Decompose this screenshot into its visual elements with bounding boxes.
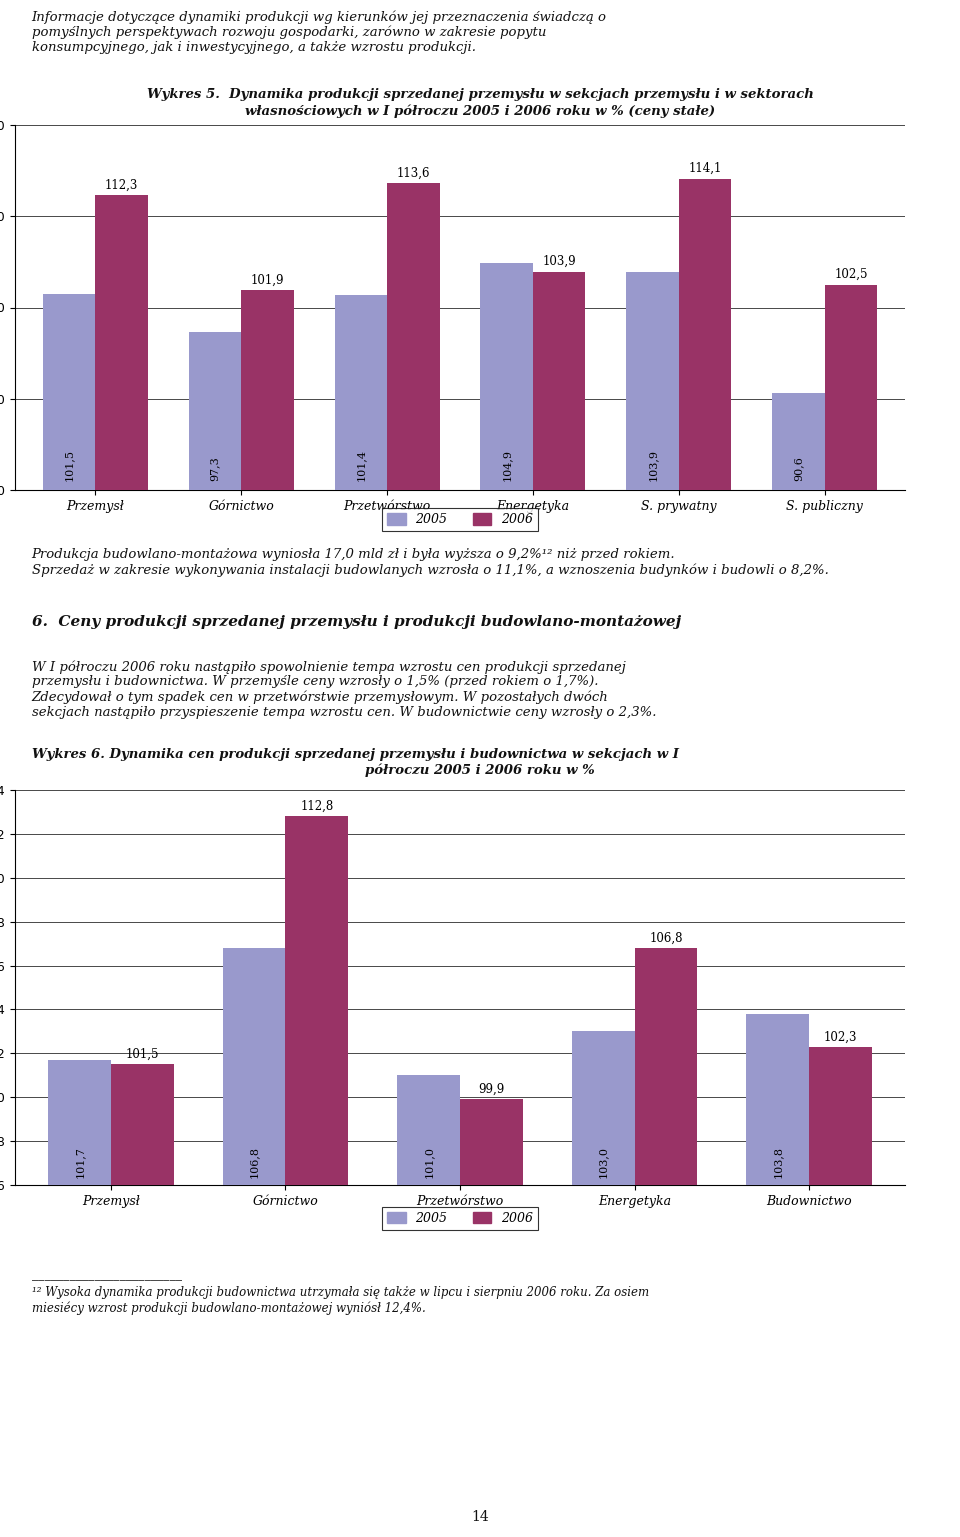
Bar <box>334 295 387 1220</box>
Text: 6.  Ceny produkcji sprzedanej przemysłu i produkcji budowlano-montażowej: 6. Ceny produkcji sprzedanej przemysłu i… <box>32 615 681 629</box>
Bar <box>460 1099 523 1537</box>
Text: 101,7: 101,7 <box>75 1147 84 1179</box>
Bar <box>285 816 348 1537</box>
Bar <box>825 284 877 1220</box>
Text: ________________________: ________________________ <box>32 1268 181 1280</box>
Text: Sprzedaż w zakresie wykonywania instalacji budowlanych wzrosła o 11,1%, a wznosz: Sprzedaż w zakresie wykonywania instalac… <box>32 564 828 578</box>
Text: 103,8: 103,8 <box>773 1147 782 1179</box>
Text: Produkcja budowlano-montażowa wyniosła 17,0 mld zł i była wyższa o 9,2%¹² niż pr: Produkcja budowlano-montażowa wyniosła 1… <box>32 549 675 561</box>
Bar <box>533 272 586 1220</box>
Text: 103,0: 103,0 <box>598 1147 608 1179</box>
Bar <box>48 1061 111 1537</box>
Bar <box>387 183 440 1220</box>
Text: 106,8: 106,8 <box>249 1147 259 1179</box>
Text: ¹² Wysoka dynamika produkcji budownictwa utrzymała się także w lipcu i sierpniu : ¹² Wysoka dynamika produkcji budownictwa… <box>32 1286 649 1314</box>
Bar <box>809 1047 872 1537</box>
Text: Wykres 6. Dynamika cen produkcji sprzedanej przemysłu i budownictwa w sekcjach w: Wykres 6. Dynamika cen produkcji sprzeda… <box>32 749 679 761</box>
Text: półroczu 2005 i 2006 roku w %: półroczu 2005 i 2006 roku w % <box>365 764 595 778</box>
Text: 101,5: 101,5 <box>126 1048 159 1061</box>
Bar <box>572 1031 635 1537</box>
Bar <box>188 332 241 1220</box>
Text: własnościowych w I półroczu 2005 i 2006 roku w % (ceny stałe): własnościowych w I półroczu 2005 i 2006 … <box>245 105 715 117</box>
Text: W I półroczu 2006 roku nastąpiło spowolnienie tempa wzrostu cen produkcji sprzed: W I półroczu 2006 roku nastąpiło spowoln… <box>32 659 657 719</box>
Legend: 2005, 2006: 2005, 2006 <box>382 509 539 532</box>
Text: 102,5: 102,5 <box>834 267 868 281</box>
Bar <box>95 195 148 1220</box>
Bar <box>626 272 679 1220</box>
Bar <box>635 948 697 1537</box>
Bar <box>43 294 95 1220</box>
Text: 102,3: 102,3 <box>824 1030 857 1044</box>
Bar <box>111 1064 174 1537</box>
Text: 106,8: 106,8 <box>649 931 683 945</box>
Text: 101,4: 101,4 <box>356 449 366 481</box>
Text: 112,8: 112,8 <box>300 801 333 813</box>
Text: 101,0: 101,0 <box>423 1147 434 1179</box>
Text: 97,3: 97,3 <box>210 456 220 481</box>
Bar <box>480 263 533 1220</box>
Text: 112,3: 112,3 <box>105 178 138 192</box>
Text: 114,1: 114,1 <box>688 163 722 175</box>
Text: 90,6: 90,6 <box>794 456 804 481</box>
Bar <box>746 1014 809 1537</box>
Text: 14: 14 <box>471 1509 489 1525</box>
Text: 101,5: 101,5 <box>64 449 74 481</box>
Text: 101,9: 101,9 <box>251 274 284 286</box>
Bar <box>772 393 825 1220</box>
Text: Wykres 5.  Dynamika produkcji sprzedanej przemysłu w sekcjach przemysłu i w sekt: Wykres 5. Dynamika produkcji sprzedanej … <box>147 88 813 101</box>
Bar <box>397 1076 460 1537</box>
Text: Informacje dotyczące dynamiki produkcji wg kierunków jej przeznaczenia świadczą : Informacje dotyczące dynamiki produkcji … <box>32 11 607 54</box>
Bar <box>241 290 294 1220</box>
Text: 104,9: 104,9 <box>502 449 512 481</box>
Text: 113,6: 113,6 <box>396 166 430 180</box>
Bar <box>679 178 732 1220</box>
Text: 103,9: 103,9 <box>648 449 658 481</box>
Legend: 2005, 2006: 2005, 2006 <box>382 1207 539 1230</box>
Text: 99,9: 99,9 <box>478 1084 505 1096</box>
Bar <box>223 948 285 1537</box>
Text: 103,9: 103,9 <box>542 255 576 269</box>
